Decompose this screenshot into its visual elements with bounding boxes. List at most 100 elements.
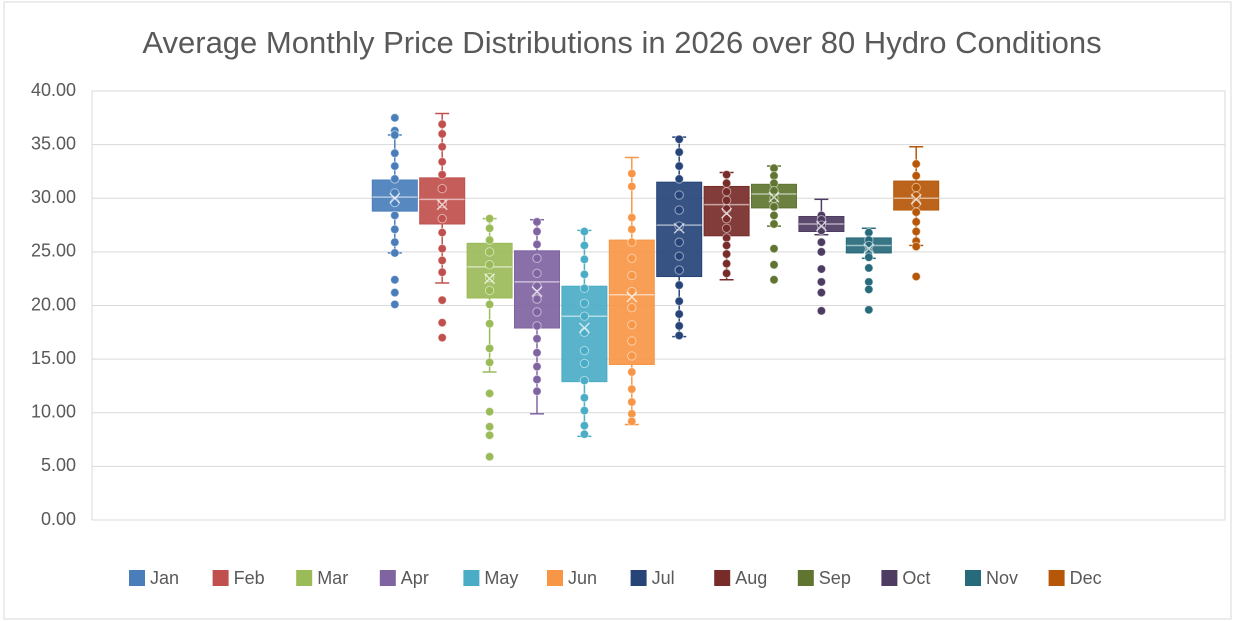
data-point — [484, 430, 495, 440]
data-point — [721, 249, 732, 259]
data-point — [484, 343, 495, 354]
data-point — [484, 223, 495, 233]
data-point — [579, 269, 590, 280]
data-point — [390, 224, 400, 235]
data-point — [579, 358, 590, 369]
mean-marker — [768, 191, 780, 203]
data-point — [532, 217, 542, 227]
data-point — [864, 263, 874, 273]
data-point — [627, 397, 637, 407]
legend-label: Apr — [401, 568, 429, 588]
data-point — [437, 157, 447, 167]
data-point — [627, 367, 637, 377]
data-point — [437, 183, 447, 194]
data-point — [721, 187, 732, 197]
data-point — [579, 345, 590, 356]
data-point — [437, 227, 447, 238]
data-point — [674, 237, 684, 247]
data-point — [390, 113, 400, 123]
data-point — [579, 393, 590, 403]
data-point — [627, 253, 637, 264]
data-point — [390, 148, 400, 158]
data-point — [816, 306, 827, 316]
data-point — [911, 198, 921, 209]
data-point — [437, 142, 447, 152]
data-point — [579, 254, 590, 265]
legend-label: Jan — [150, 568, 179, 588]
data-point — [721, 240, 732, 251]
data-point — [627, 181, 637, 192]
data-point — [627, 320, 637, 330]
data-point — [532, 334, 542, 344]
y-tick-label: 10.00 — [31, 402, 76, 422]
legend-label: Oct — [902, 568, 930, 588]
data-point — [674, 161, 684, 171]
data-point — [627, 168, 637, 179]
legend-label: Nov — [986, 568, 1018, 588]
mean-marker — [389, 192, 401, 204]
data-point — [484, 235, 495, 245]
legend-label: Dec — [1070, 568, 1102, 588]
legend-label: Sep — [819, 568, 851, 588]
data-point — [674, 134, 684, 144]
data-point — [674, 174, 684, 184]
data-point — [579, 327, 590, 338]
legend-swatch — [797, 570, 814, 586]
data-point — [627, 336, 637, 346]
data-point — [390, 299, 400, 310]
legend-label: Jun — [568, 568, 597, 588]
data-point — [769, 243, 779, 254]
data-point — [532, 268, 542, 279]
data-point — [627, 237, 637, 247]
data-point — [816, 264, 827, 274]
data-point — [816, 277, 827, 287]
data-point — [627, 384, 637, 394]
y-tick-label: 0.00 — [41, 509, 76, 529]
legend-label: Mar — [317, 568, 348, 588]
data-point — [579, 311, 590, 321]
data-point — [674, 296, 684, 306]
legend-swatch — [463, 570, 480, 586]
mean-marker — [531, 286, 543, 298]
data-point — [579, 283, 590, 294]
data-point — [532, 321, 542, 331]
data-point — [674, 205, 684, 215]
data-point — [532, 253, 542, 264]
data-point — [721, 204, 732, 214]
data-point — [579, 429, 590, 439]
y-tick-label: 15.00 — [31, 348, 76, 368]
data-point — [816, 287, 827, 298]
data-point — [390, 188, 400, 198]
legend-label: Feb — [234, 568, 265, 588]
mean-marker — [626, 291, 638, 303]
legend-swatch — [1048, 570, 1065, 586]
data-point — [769, 210, 779, 221]
data-point — [484, 260, 495, 270]
mean-marker — [484, 273, 496, 285]
data-point — [437, 129, 447, 139]
data-point — [769, 260, 779, 270]
legend-swatch — [296, 570, 313, 586]
data-point — [627, 416, 637, 427]
data-point — [532, 294, 542, 304]
y-tick-label: 5.00 — [41, 455, 76, 475]
data-point — [532, 386, 542, 396]
legend-swatch — [881, 570, 898, 586]
data-point — [532, 361, 542, 372]
mean-marker — [721, 207, 733, 219]
data-point — [390, 248, 400, 258]
data-point — [627, 270, 637, 281]
data-point — [437, 255, 447, 266]
data-point — [911, 182, 921, 193]
data-point — [390, 197, 400, 208]
data-point — [532, 307, 542, 317]
data-point — [627, 302, 637, 313]
legend-swatch — [379, 570, 396, 586]
data-point — [484, 213, 495, 224]
data-point — [864, 305, 874, 315]
data-point — [721, 223, 732, 233]
data-point — [437, 317, 447, 328]
data-point — [390, 174, 400, 184]
